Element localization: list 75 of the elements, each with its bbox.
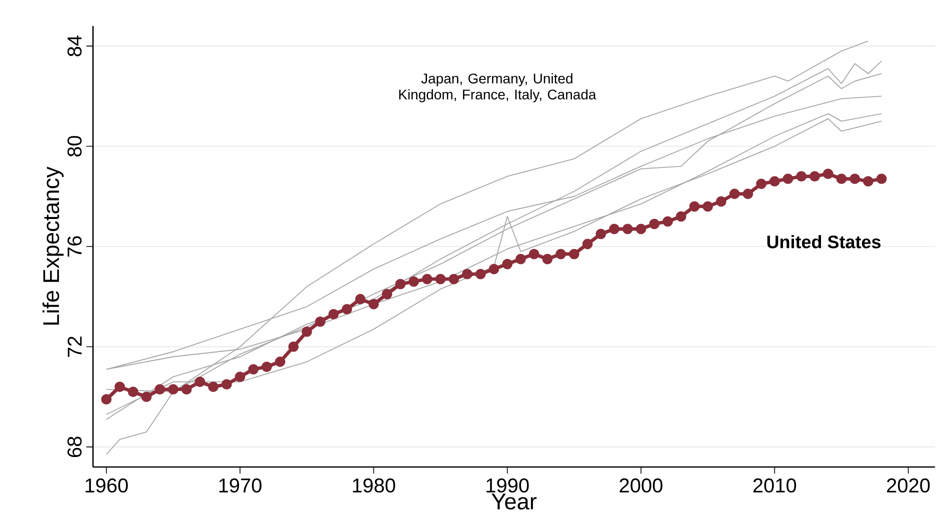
- y-tick-label: 76: [67, 236, 82, 257]
- point: [850, 174, 860, 184]
- point: [342, 304, 352, 314]
- x-tick-label: 1970: [219, 478, 262, 493]
- point: [702, 201, 713, 212]
- point: [502, 258, 513, 270]
- point: [810, 171, 820, 182]
- x-tick-label: 2000: [620, 478, 662, 493]
- point: [729, 188, 740, 200]
- point: [515, 254, 526, 264]
- text: United States: [767, 235, 881, 248]
- x-tick-label: 2020: [887, 478, 930, 493]
- point: [542, 254, 553, 264]
- point: [355, 294, 366, 304]
- point: [141, 392, 152, 402]
- point: [422, 274, 432, 284]
- point: [274, 356, 286, 367]
- y-tick-label: 84: [67, 36, 82, 56]
- x-tick-label: 1980: [352, 478, 396, 493]
- point: [382, 288, 392, 300]
- point: [649, 218, 660, 230]
- point: [689, 201, 700, 212]
- point: [836, 174, 847, 184]
- point: [876, 174, 887, 184]
- point: [462, 268, 472, 280]
- point: [435, 274, 446, 284]
- point: [596, 228, 606, 240]
- x-tick-label: 2010: [753, 478, 796, 493]
- y-tick-label: 80: [67, 136, 82, 157]
- point: [862, 176, 874, 187]
- point: [528, 248, 540, 260]
- point: [128, 386, 138, 398]
- point: [194, 376, 206, 388]
- point: [114, 382, 125, 392]
- point: [368, 298, 379, 310]
- point: [208, 382, 218, 392]
- point: [782, 174, 794, 184]
- point: [756, 178, 766, 190]
- annotation: Japan, Germany, United Kingdom, France, Italy, Canada: [399, 73, 596, 102]
- point: [488, 264, 500, 274]
- point: [796, 171, 807, 182]
- point: [248, 364, 259, 374]
- point: [742, 188, 754, 200]
- point: [181, 384, 192, 395]
- point: [822, 168, 834, 180]
- point: [302, 326, 312, 337]
- x-tick-label: 1990: [486, 478, 529, 493]
- point: [676, 211, 686, 222]
- point: [636, 224, 646, 234]
- point: [475, 268, 486, 280]
- point: [622, 224, 633, 234]
- point: [556, 248, 566, 260]
- point: [288, 342, 299, 352]
- point: [662, 216, 673, 227]
- point: [769, 176, 780, 187]
- point: [234, 372, 246, 382]
- point: [101, 394, 112, 405]
- x-axis-title: Year: [492, 494, 537, 510]
- y-tick-label: 72: [68, 336, 82, 357]
- point: [221, 379, 232, 390]
- point: [448, 274, 460, 284]
- point: [609, 224, 620, 234]
- point: [582, 238, 593, 250]
- point: [408, 276, 419, 287]
- point: [568, 248, 580, 260]
- point: [395, 278, 406, 290]
- y-tick-label: 68: [67, 436, 82, 458]
- point: [315, 316, 326, 327]
- point: [262, 362, 272, 372]
- point: [328, 308, 339, 320]
- y-axis-title: Life Expectancy: [42, 166, 64, 325]
- point: [154, 384, 166, 395]
- point: [168, 384, 178, 395]
- x-tick-label: 1960: [86, 478, 128, 493]
- point: [716, 196, 726, 207]
